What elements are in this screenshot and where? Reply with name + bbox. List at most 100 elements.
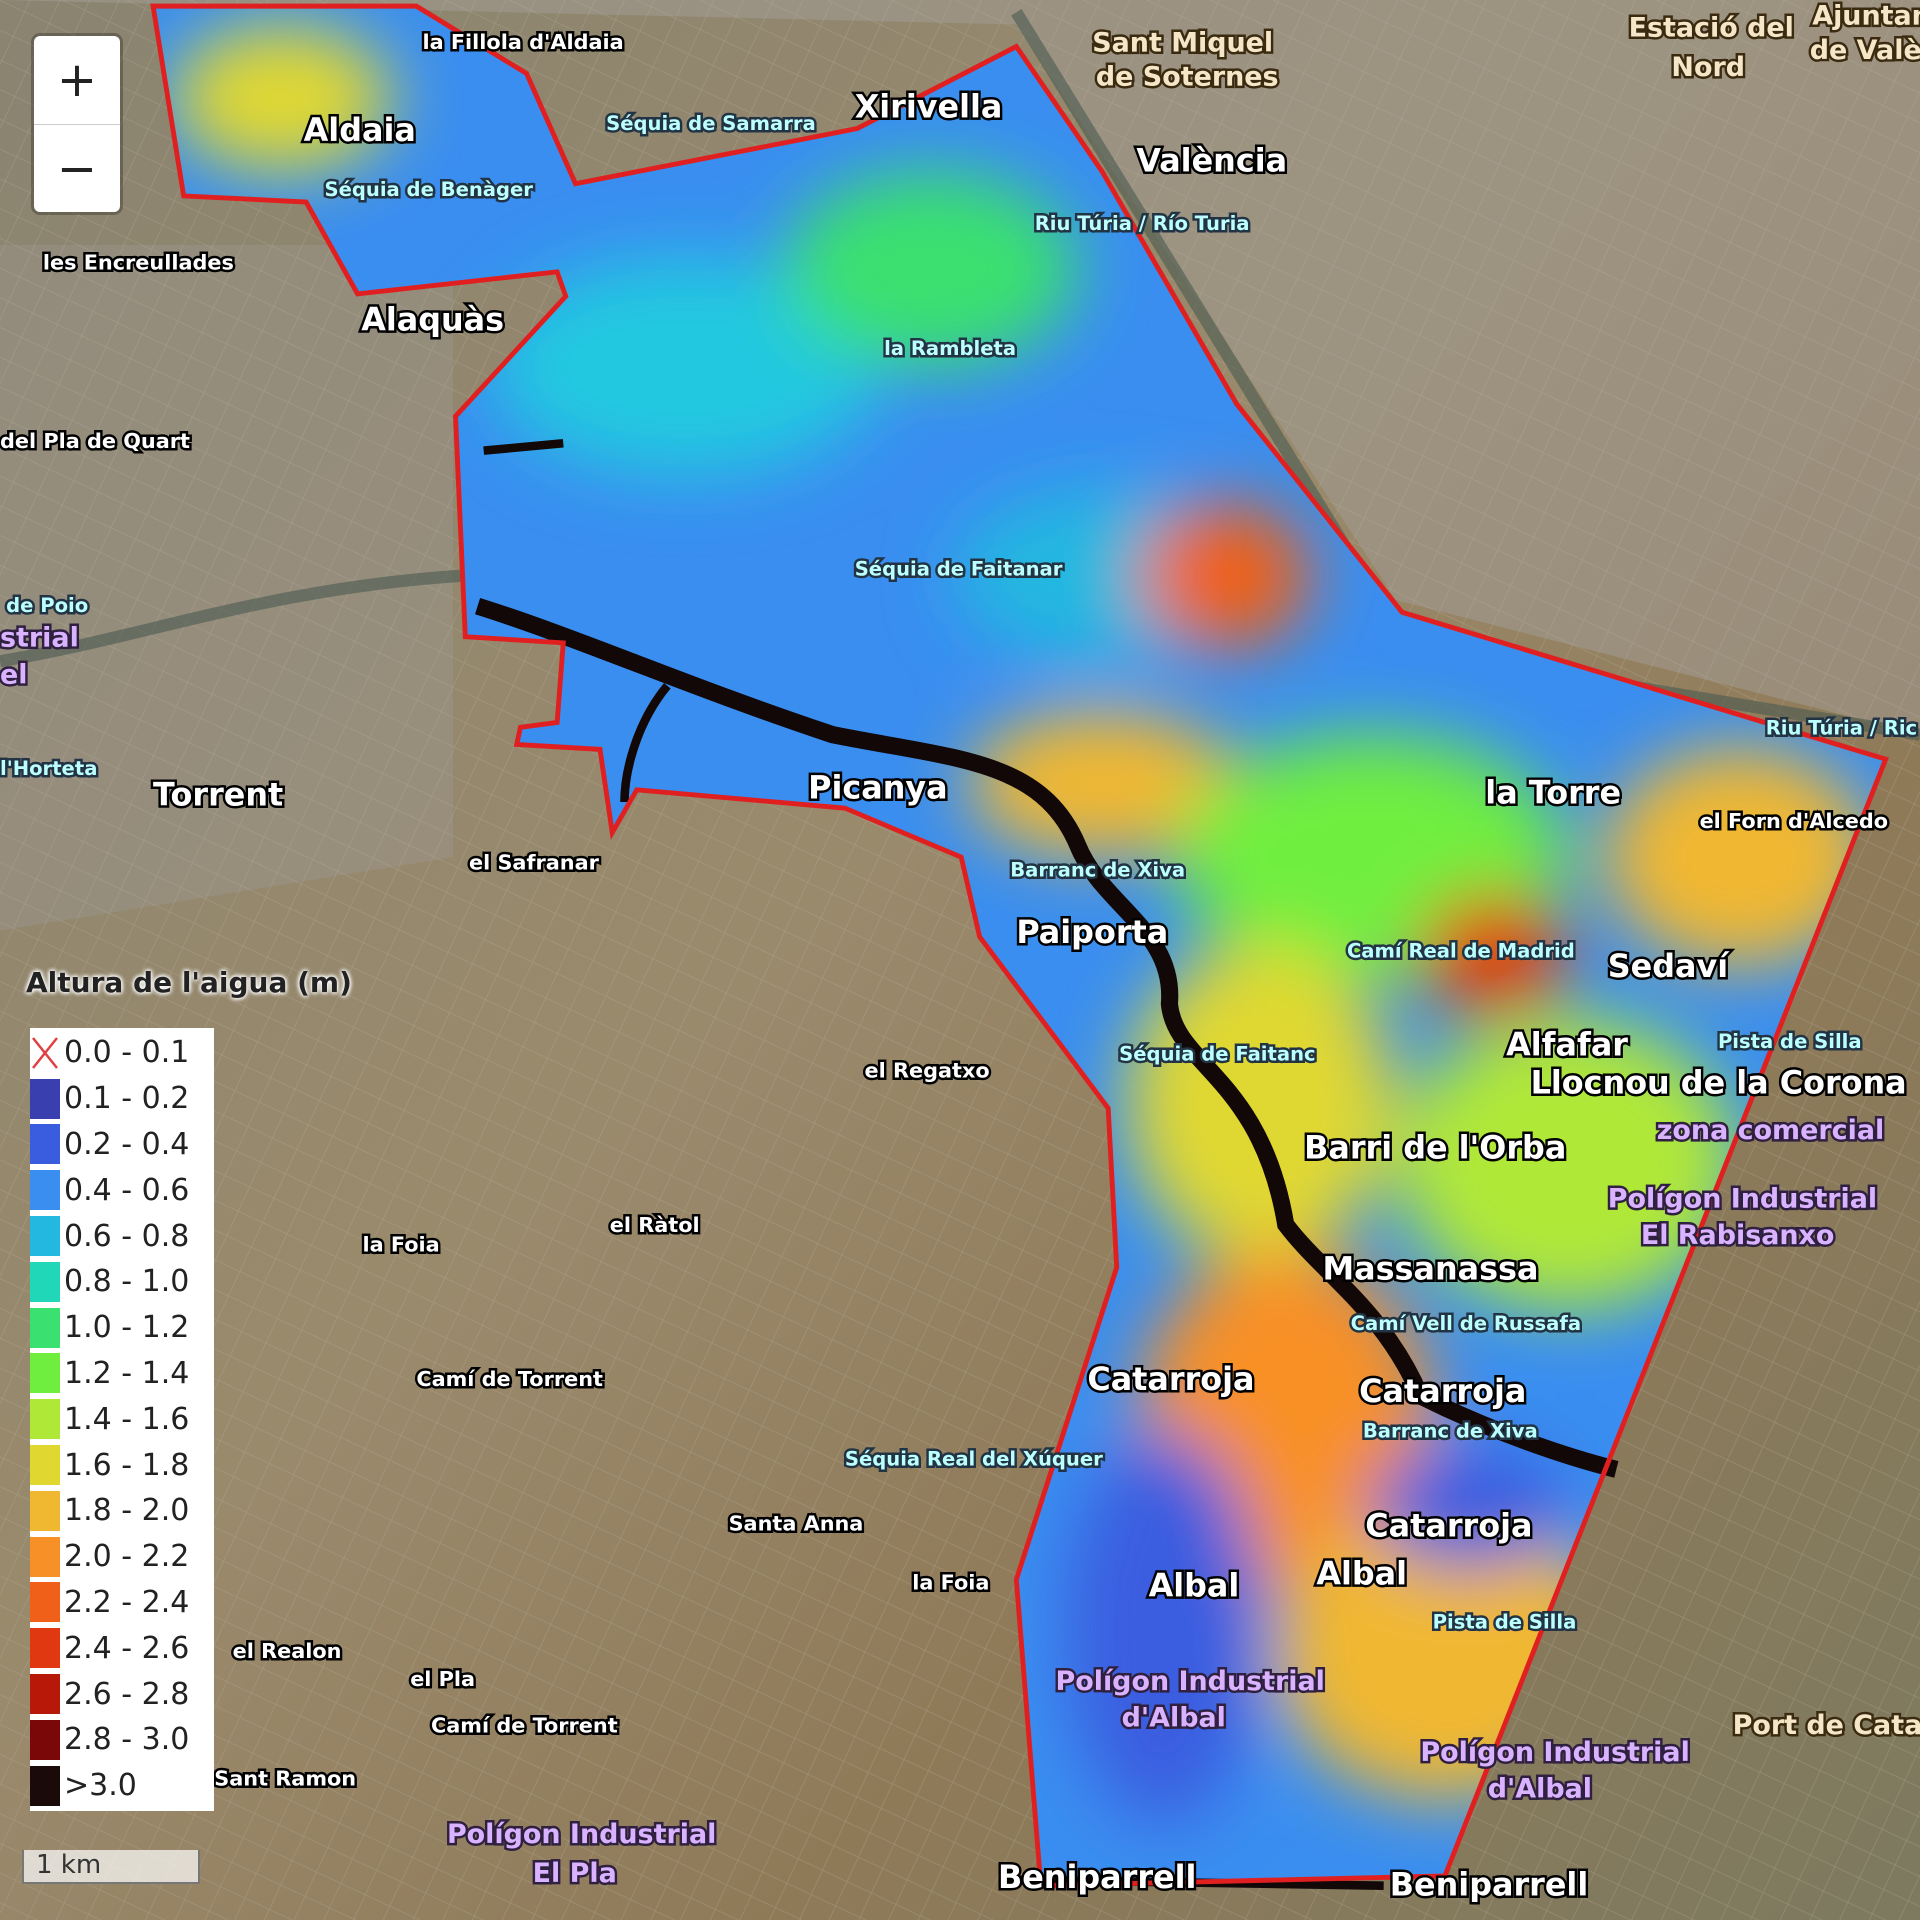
place-label: Polígon Industrial <box>1420 1737 1689 1768</box>
place-label: València <box>1136 141 1287 179</box>
legend-swatch <box>30 1078 60 1119</box>
legend-item: 0.4 - 0.6 <box>30 1167 214 1213</box>
legend-label: 2.2 - 2.4 <box>64 1584 190 1620</box>
legend-item: 0.8 - 1.0 <box>30 1259 214 1305</box>
zoom-control: + − <box>34 36 120 212</box>
place-label: Estació del <box>1629 13 1794 44</box>
legend-label: 2.0 - 2.2 <box>64 1539 190 1575</box>
legend-label: 2.8 - 3.0 <box>64 1722 190 1758</box>
legend-label: 1.6 - 1.8 <box>64 1447 190 1483</box>
place-label: Alaquàs <box>361 301 504 339</box>
legend-item: 0.0 - 0.1 <box>30 1030 214 1076</box>
legend-label: 0.4 - 0.6 <box>64 1172 190 1208</box>
place-label: Picanya <box>808 768 947 806</box>
place-label: el Safranar <box>469 850 600 874</box>
place-label: Pista de Silla <box>1718 1030 1862 1053</box>
barranc-del-poyo-channel <box>474 597 1619 1478</box>
place-label: d'Albal <box>1122 1703 1226 1734</box>
place-label: Polígon Industrial <box>1608 1183 1877 1214</box>
legend-swatch <box>30 1033 60 1073</box>
legend-swatch <box>30 1261 60 1302</box>
legend-swatch <box>30 1490 60 1531</box>
legend-label: >3.0 <box>64 1768 137 1804</box>
place-label: Sant Ramon <box>214 1766 356 1790</box>
place-label: Catarroja <box>1359 1372 1526 1410</box>
place-label: el Pla <box>410 1667 475 1691</box>
legend-label: 0.0 - 0.1 <box>64 1035 190 1071</box>
legend-item: 2.0 - 2.2 <box>30 1534 214 1580</box>
legend-item: 1.4 - 1.6 <box>30 1396 214 1442</box>
legend-item: 0.6 - 0.8 <box>30 1213 214 1259</box>
place-label: Nord <box>1671 52 1745 83</box>
place-label: Sant Miquel <box>1092 27 1273 58</box>
legend-swatch <box>30 1445 60 1486</box>
place-label: Barri de l'Orba <box>1304 1128 1566 1166</box>
place-label: Séquia Real del Xúquer <box>845 1448 1103 1471</box>
legend-swatch <box>30 1628 60 1669</box>
legend-swatch <box>30 1582 60 1623</box>
legend-swatch <box>30 1765 60 1806</box>
place-label: Catarroja <box>1087 1360 1254 1398</box>
place-label: la Foia <box>362 1232 439 1256</box>
legend-item: 1.0 - 1.2 <box>30 1305 214 1351</box>
place-label: Paiporta <box>1016 913 1168 951</box>
place-label: Albal <box>1316 1554 1407 1592</box>
place-label: Riu Túria / Río Turia <box>1035 212 1250 235</box>
legend-item: 2.8 - 3.0 <box>30 1717 214 1763</box>
place-label: El Rabisanxo <box>1641 1220 1835 1251</box>
legend-swatch <box>30 1719 60 1760</box>
place-label: Albal <box>1149 1567 1240 1605</box>
legend-label: 0.1 - 0.2 <box>64 1081 190 1117</box>
place-label: Port de Catarr <box>1733 1710 1920 1741</box>
zoom-in-button[interactable]: + <box>34 36 120 125</box>
place-label: Camí Vell de Russafa <box>1351 1312 1581 1335</box>
place-label: Séquia de Faitanc <box>1119 1042 1315 1065</box>
legend-swatch <box>30 1124 60 1165</box>
legend-label: 2.6 - 2.8 <box>64 1676 190 1712</box>
no-data-x-icon <box>32 1037 58 1069</box>
place-label: el Regatxo <box>864 1059 989 1083</box>
place-label: Beniparrell <box>998 1858 1196 1896</box>
place-label: Séquia de Benàger <box>324 178 533 201</box>
legend-label: 0.2 - 0.4 <box>64 1126 190 1162</box>
place-label: Sedaví <box>1608 947 1731 985</box>
place-label: Catarroja <box>1365 1507 1532 1545</box>
legend-label: 0.6 - 0.8 <box>64 1218 190 1254</box>
place-label: el Realon <box>233 1639 342 1663</box>
legend-swatch <box>30 1216 60 1257</box>
legend-label: 2.4 - 2.6 <box>64 1630 190 1666</box>
legend-label: 1.4 - 1.6 <box>64 1401 190 1437</box>
place-label: la Foia <box>912 1570 989 1594</box>
place-label: la Fillola d'Aldaia <box>422 30 623 54</box>
place-label: Xirivella <box>855 88 1003 126</box>
legend-item: 1.8 - 2.0 <box>30 1488 214 1534</box>
place-label: el Forn d'Alcedo <box>1700 809 1889 833</box>
legend: 0.0 - 0.1 0.1 - 0.2 0.2 - 0.4 0.4 - 0.6 0.6 … <box>30 1028 214 1811</box>
place-label: Llocnou de la Corona <box>1531 1063 1907 1101</box>
place-label: El Pla <box>533 1858 617 1889</box>
legend-item: 0.1 - 0.2 <box>30 1076 214 1122</box>
place-label: Séquia de Faitanar <box>855 558 1063 581</box>
place-label: Camí de Torrent <box>431 1714 618 1738</box>
place-label: l'Horteta <box>0 757 97 780</box>
legend-swatch <box>30 1399 60 1440</box>
place-label: de Soternes <box>1096 62 1279 93</box>
legend-item: 1.2 - 1.4 <box>30 1351 214 1397</box>
place-label: d'Albal <box>1488 1774 1592 1805</box>
legend-swatch <box>30 1536 60 1577</box>
place-label: Beniparrell <box>1390 1866 1588 1904</box>
legend-item: 2.4 - 2.6 <box>30 1625 214 1671</box>
place-label: Santa Anna <box>729 1512 864 1536</box>
place-label: la Torre <box>1485 773 1621 811</box>
zoom-out-button[interactable]: − <box>56 141 98 197</box>
scale-bar: 1 km <box>22 1850 200 1884</box>
place-label: Alfafar <box>1506 1026 1628 1064</box>
legend-title: Altura de l'aigua (m) <box>26 966 352 999</box>
legend-item: 2.2 - 2.4 <box>30 1580 214 1626</box>
place-label: Camí de Torrent <box>416 1367 603 1391</box>
legend-label: 1.2 - 1.4 <box>64 1355 190 1391</box>
place-label: Barranc de Xiva <box>1010 859 1185 882</box>
legend-swatch <box>30 1307 60 1348</box>
